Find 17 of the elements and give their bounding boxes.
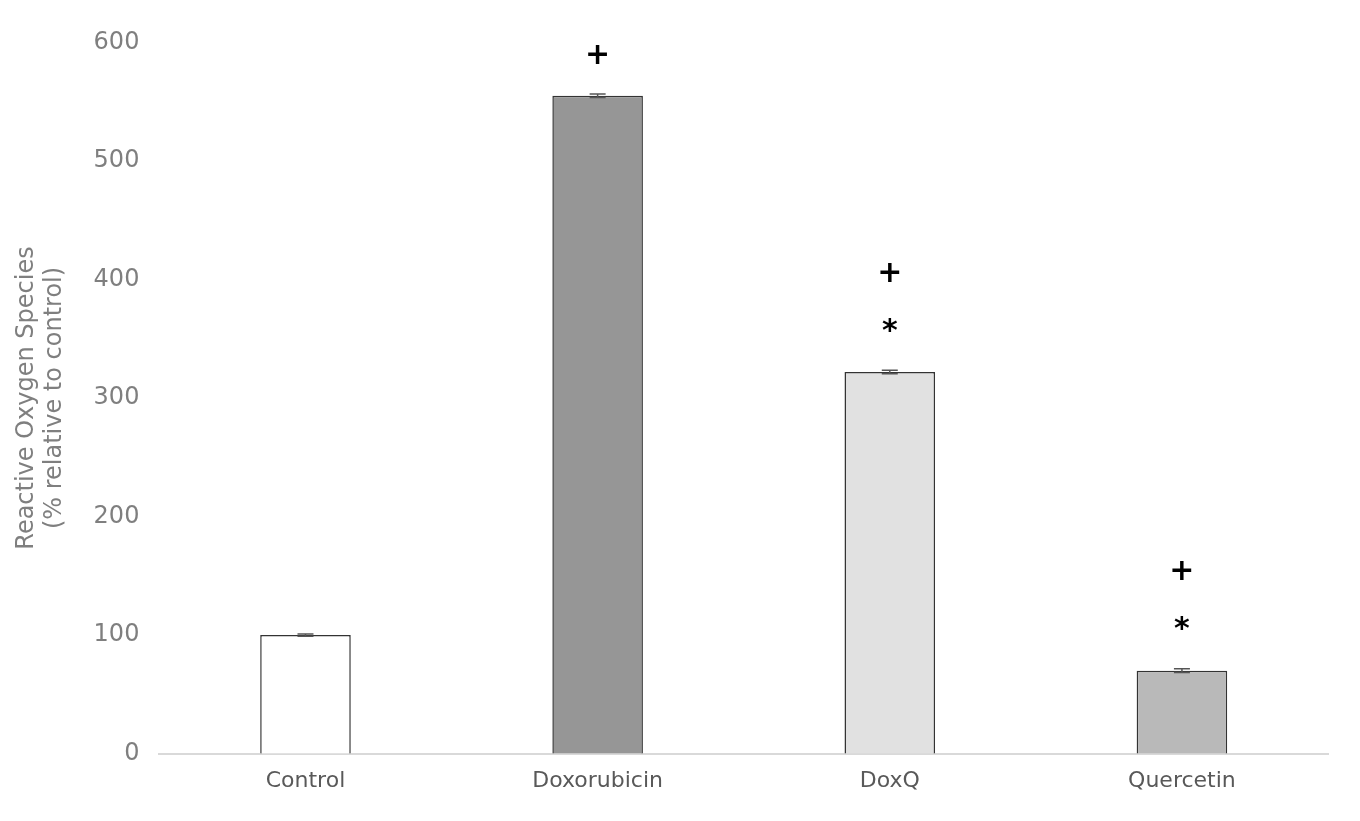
x-tick-label: Quercetin — [1128, 766, 1236, 792]
y-tick-label: 600 — [93, 26, 140, 55]
annotation: * — [1174, 610, 1191, 646]
y-tick-label: 100 — [93, 619, 140, 648]
annotation: + — [877, 253, 903, 289]
annotation: + — [585, 35, 611, 71]
y-tick-label: 400 — [93, 263, 140, 292]
y-tick-label: 200 — [93, 500, 140, 529]
annotation: + — [1169, 552, 1195, 588]
y-tick-label: 0 — [124, 737, 140, 766]
x-tick-label: DoxQ — [859, 766, 920, 792]
y-axis-title: Reactive Oxygen Species (% relative to control) — [10, 246, 68, 550]
x-tick-label: Control — [265, 766, 346, 792]
x-tick-label: Doxorubicin — [532, 766, 664, 792]
y-tick-label: 500 — [93, 145, 140, 174]
annotation: * — [881, 311, 898, 347]
y-tick-label: 300 — [93, 382, 140, 411]
